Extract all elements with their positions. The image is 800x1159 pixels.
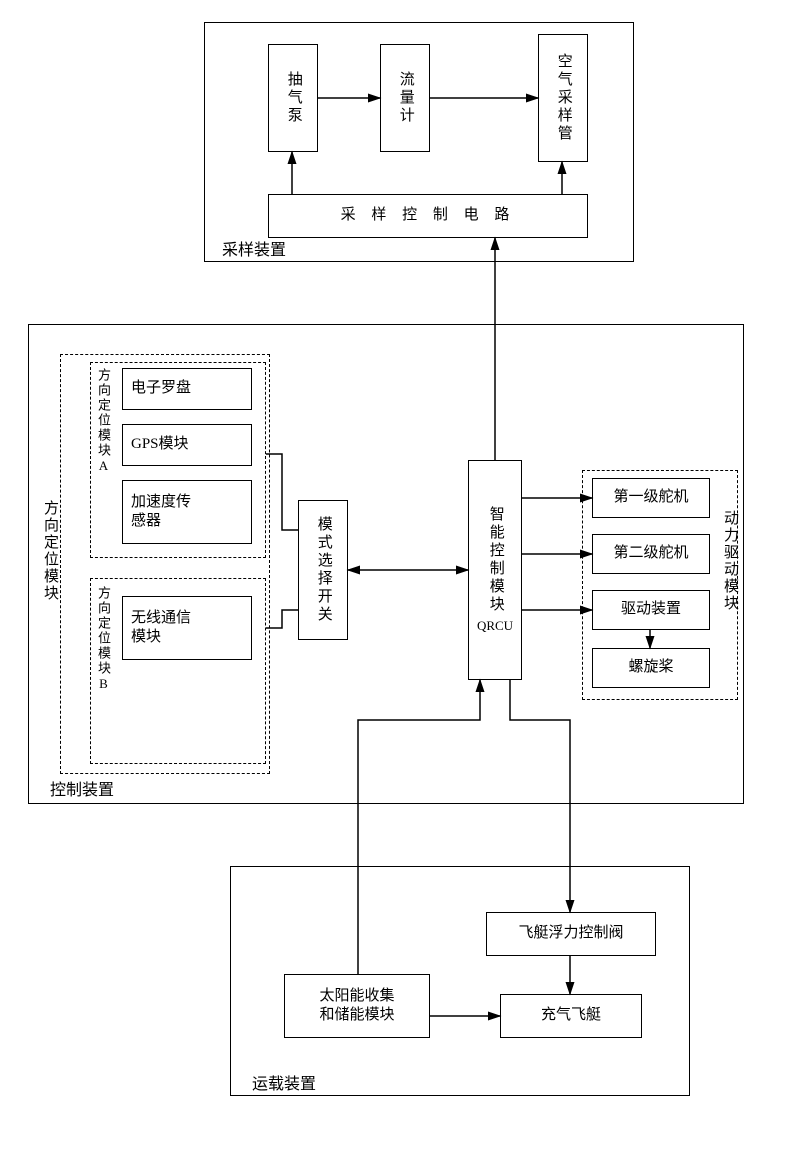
compass-box: 电子罗盘 bbox=[122, 368, 252, 410]
driver-box: 驱动装置 bbox=[592, 590, 710, 630]
mode-switch-box: 模式选择开关 bbox=[298, 500, 348, 640]
control-panel-label: 控制装置 bbox=[48, 776, 116, 800]
accelerometer-box: 加速度传 感器 bbox=[122, 480, 252, 544]
pump-box: 抽气泵 bbox=[268, 44, 318, 152]
sampling-panel-label: 采样装置 bbox=[220, 236, 288, 260]
servo1-box: 第一级舵机 bbox=[592, 478, 710, 518]
power-drive-label: 动力驱动模块 bbox=[720, 510, 741, 612]
qrcu-label-cn: 智能控制模块 bbox=[485, 506, 505, 614]
solar-label: 太阳能收集 和储能模块 bbox=[319, 987, 394, 1026]
wireless-label: 无线通信 模块 bbox=[131, 609, 191, 648]
valve-box: 飞艇浮力控制阀 bbox=[486, 912, 656, 956]
sample-tube-box: 空气采样管 bbox=[538, 34, 588, 162]
solar-box: 太阳能收集 和储能模块 bbox=[284, 974, 430, 1038]
airship-box: 充气飞艇 bbox=[500, 994, 642, 1038]
orientation-b-label: 方向定位模块B bbox=[94, 586, 113, 693]
accelerometer-label: 加速度传 感器 bbox=[131, 493, 191, 532]
flowmeter-box: 流量计 bbox=[380, 44, 430, 152]
sample-control-box: 采 样 控 制 电 路 bbox=[268, 194, 588, 238]
carrier-panel-label: 运载装置 bbox=[250, 1070, 318, 1094]
qrcu-label-en: QRCU bbox=[477, 618, 513, 635]
propeller-box: 螺旋桨 bbox=[592, 648, 710, 688]
orientation-a-label: 方向定位模块A bbox=[94, 368, 113, 475]
qrcu-box: 智能控制模块 QRCU bbox=[468, 460, 522, 680]
gps-box: GPS模块 bbox=[122, 424, 252, 466]
wireless-box: 无线通信 模块 bbox=[122, 596, 252, 660]
servo2-box: 第二级舵机 bbox=[592, 534, 710, 574]
orientation-outer-label: 方向定位模块 bbox=[40, 500, 61, 602]
